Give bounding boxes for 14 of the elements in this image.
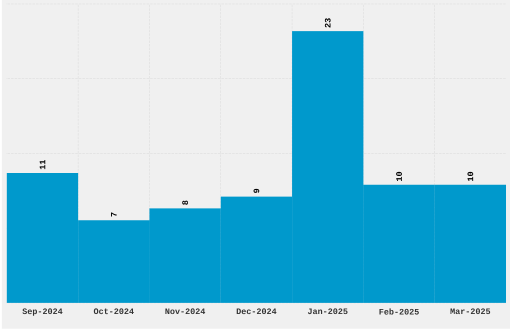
x-tick-label: Jan-2025 bbox=[308, 308, 348, 314]
data-label: 11 bbox=[40, 160, 46, 170]
x-tick-label: Mar-2025 bbox=[450, 308, 490, 314]
data-label: 23 bbox=[324, 18, 331, 28]
data-label: 8 bbox=[182, 200, 188, 205]
data-label: 9 bbox=[254, 188, 260, 194]
x-tick-label: Sep-2024 bbox=[22, 308, 62, 316]
data-label: 7 bbox=[111, 212, 117, 217]
x-tick-label: Dec-2024 bbox=[236, 308, 276, 314]
x-tick-label: Feb-2025 bbox=[379, 308, 419, 315]
x-tick-label: Oct-2024 bbox=[94, 308, 134, 314]
x-tick-label: Nov-2024 bbox=[165, 308, 206, 314]
data-label: 10 bbox=[396, 172, 402, 182]
data-label: 10 bbox=[467, 172, 474, 182]
